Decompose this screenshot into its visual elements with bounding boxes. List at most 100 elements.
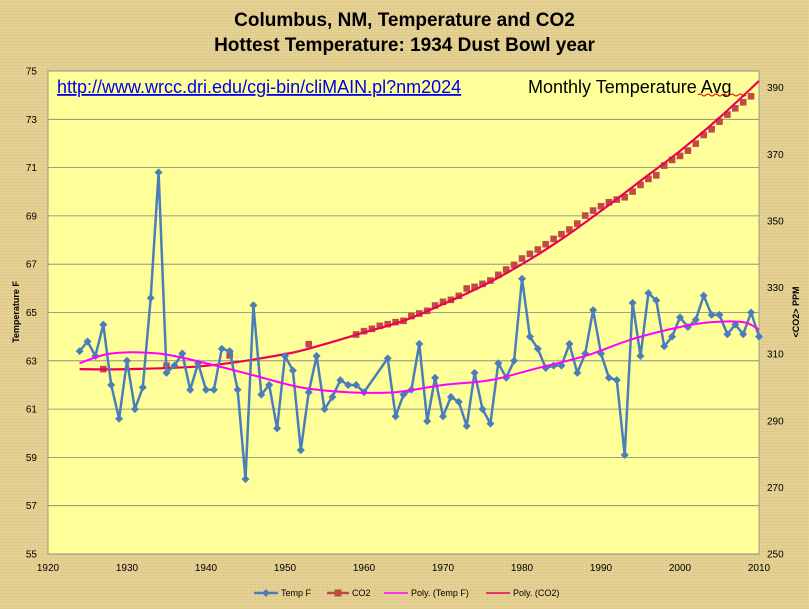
temp-marker xyxy=(288,366,297,375)
temp-marker xyxy=(533,344,542,353)
y2-tick-label: 290 xyxy=(767,416,784,427)
co2-marker xyxy=(581,212,589,219)
temp-marker xyxy=(462,422,471,431)
temp-marker xyxy=(170,361,179,370)
temp-marker xyxy=(233,385,242,394)
temp-marker xyxy=(138,383,147,392)
annotation-monthly-avg: Monthly Temperature Avg xyxy=(528,77,731,97)
y-tick-label: 69 xyxy=(26,211,38,222)
co2-marker xyxy=(384,320,391,328)
y-tick-label: 75 xyxy=(26,67,38,78)
temp-marker xyxy=(209,385,218,394)
co2-marker xyxy=(605,198,613,206)
legend-poly-temp-label: Poly. (Temp F) xyxy=(411,588,469,598)
temp-marker xyxy=(486,419,495,428)
series-layer xyxy=(75,80,763,484)
x-tick-label: 2010 xyxy=(748,563,771,574)
temp-marker xyxy=(423,417,432,426)
legend-poly-co2-label: Poly. (CO2) xyxy=(513,588,559,598)
co2-marker xyxy=(558,230,565,238)
x-tick-label: 1980 xyxy=(511,563,534,574)
co2-marker xyxy=(566,226,573,233)
temp-marker xyxy=(115,414,124,423)
y-tick-label: 71 xyxy=(26,163,38,174)
y-tick-label: 59 xyxy=(26,453,38,464)
co2-marker xyxy=(463,285,470,292)
temp-marker xyxy=(573,368,582,377)
temp-marker xyxy=(699,291,708,300)
temp-marker xyxy=(312,351,321,360)
y-tick-label: 67 xyxy=(26,260,38,271)
temp-marker xyxy=(249,301,258,310)
co2-marker xyxy=(660,162,668,169)
legend-temp-marker xyxy=(262,589,270,597)
co2-marker xyxy=(518,255,526,262)
temp-marker xyxy=(178,349,187,358)
co2-marker xyxy=(732,105,739,112)
x-tick-label: 1990 xyxy=(590,563,613,574)
temp-marker xyxy=(636,351,645,360)
y-axis-label: Temperature F xyxy=(11,281,21,343)
y-axis-right: 250 270 290 310 330 350 370 390 xyxy=(767,83,784,560)
y2-axis-label: <CO2> PPM xyxy=(791,286,801,337)
co2-marker xyxy=(495,271,502,279)
temp-marker xyxy=(391,412,400,421)
y-tick-label: 73 xyxy=(26,115,38,126)
temp-marker xyxy=(446,393,455,402)
co2-marker xyxy=(739,99,747,106)
co2-marker xyxy=(708,125,715,133)
y2-tick-label: 350 xyxy=(767,216,784,227)
chart-title: Columbus, NM, Temperature and CO2 xyxy=(234,10,575,31)
plot-border xyxy=(47,70,760,555)
poly-temp-line xyxy=(79,320,760,394)
co2-marker xyxy=(668,156,676,164)
co2-marker xyxy=(684,147,692,154)
legend-temp-label: Temp F xyxy=(281,588,312,598)
temp-marker xyxy=(715,310,724,319)
temp-marker xyxy=(154,168,163,177)
co2-marker xyxy=(360,327,368,335)
x-tick-label: 1960 xyxy=(353,563,376,574)
temp-marker xyxy=(660,342,669,351)
temp-marker xyxy=(107,380,116,389)
x-axis: 1920 1930 1940 1950 1960 1970 1980 1990 2000 2010 xyxy=(37,563,771,574)
temp-marker xyxy=(296,446,305,455)
temp-marker xyxy=(478,405,487,414)
temp-marker xyxy=(731,320,740,329)
co2-marker xyxy=(692,140,700,147)
y-tick-label: 65 xyxy=(26,308,38,319)
chart-subtitle: Hottest Temperature: 1934 Dust Bowl year xyxy=(214,35,595,56)
co2-marker xyxy=(550,235,557,243)
temp-marker xyxy=(510,356,519,365)
temp-marker xyxy=(352,380,361,389)
co2-marker xyxy=(700,131,707,139)
temp-marker xyxy=(265,380,274,389)
temp-marker xyxy=(130,405,139,414)
temp-marker xyxy=(454,397,463,406)
temp-marker xyxy=(320,405,329,414)
temp-marker xyxy=(431,373,440,382)
y2-tick-label: 270 xyxy=(767,483,784,494)
co2-marker xyxy=(637,181,644,189)
co2-marker xyxy=(376,322,384,330)
co2-marker xyxy=(408,312,415,320)
co2-marker xyxy=(653,171,660,179)
y2-tick-label: 330 xyxy=(767,283,784,294)
temp-marker xyxy=(225,347,234,356)
legend: Temp F CO2 Poly. (Temp F) Poly. (CO2) xyxy=(254,588,559,598)
y-tick-label: 57 xyxy=(26,501,38,512)
temp-marker xyxy=(217,344,226,353)
y2-tick-label: 310 xyxy=(767,350,784,361)
temp-marker xyxy=(304,388,313,397)
co2-marker xyxy=(621,193,628,201)
temp-marker xyxy=(99,320,108,329)
temp-marker xyxy=(612,376,621,385)
source-url-link[interactable]: http://www.wrcc.dri.edu/cgi-bin/cliMAIN.… xyxy=(57,77,461,97)
spellcheck-underline xyxy=(697,93,747,97)
poly-co2-line xyxy=(79,80,760,371)
temp-marker xyxy=(123,356,131,365)
legend-co2-label: CO2 xyxy=(352,588,371,598)
temp-marker xyxy=(668,332,677,341)
temp-marker xyxy=(604,373,613,382)
